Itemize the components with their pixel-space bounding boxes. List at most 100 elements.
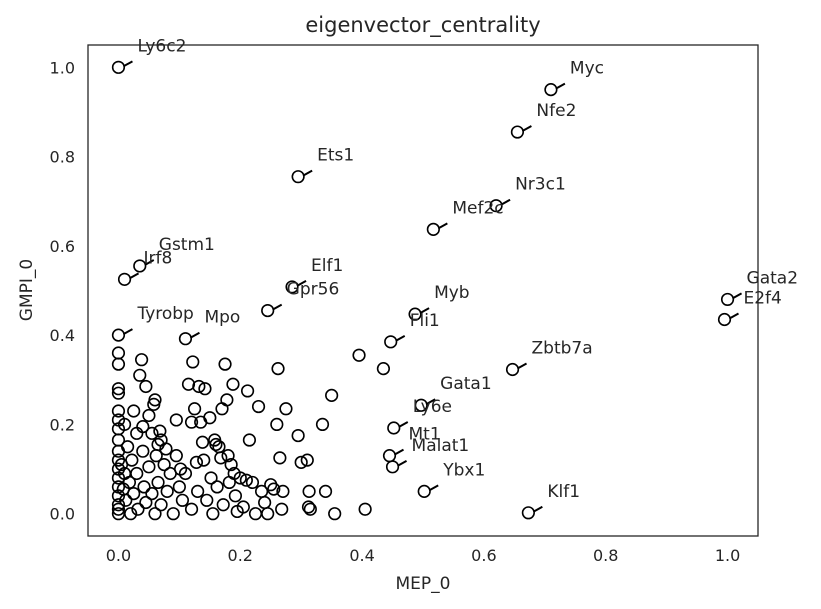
- label-leader-line: [395, 334, 406, 342]
- labeled-data-point: [521, 506, 535, 520]
- point-label: Elf1: [311, 256, 343, 276]
- data-point: [192, 379, 206, 394]
- data-point: [145, 426, 159, 440]
- data-point: [226, 377, 240, 391]
- labeled-data-point: [414, 398, 428, 412]
- data-point: [258, 495, 272, 510]
- data-point: [261, 507, 275, 521]
- data-point: [120, 440, 135, 454]
- data-point: [236, 500, 250, 514]
- label-leader-line: [397, 459, 408, 467]
- data-point: [169, 449, 183, 463]
- data-point: [271, 362, 285, 376]
- data-point: [197, 453, 211, 467]
- data-point: [303, 502, 317, 516]
- y-tick-label: 1.0: [50, 58, 75, 77]
- data-point: [122, 475, 137, 490]
- data-point: [172, 480, 186, 494]
- data-point: [178, 466, 193, 481]
- data-point: [251, 399, 266, 414]
- labeled-data-point: [387, 421, 401, 435]
- data-point: [142, 460, 156, 474]
- x-axis-label: MEP_0: [396, 574, 451, 594]
- data-point: [184, 415, 199, 429]
- data-point: [184, 502, 199, 516]
- data-point: [160, 484, 174, 498]
- data-point: [169, 413, 183, 427]
- label-leader-line: [419, 307, 430, 315]
- data-point: [117, 417, 132, 432]
- point-label: Klf1: [547, 482, 580, 502]
- data-point: [189, 455, 204, 469]
- y-tick-label: 0.0: [50, 505, 75, 524]
- point-label: Gstm1: [159, 235, 215, 255]
- data-point: [318, 484, 333, 498]
- label-leader-line: [272, 303, 283, 311]
- x-tick-label: 0.2: [228, 546, 253, 565]
- data-point: [133, 368, 147, 382]
- labeled-data-point: [111, 328, 126, 342]
- data-point: [127, 404, 141, 418]
- x-tick-label: 1.0: [715, 546, 740, 565]
- data-point: [124, 507, 138, 521]
- x-tick-label: 0.0: [106, 546, 131, 565]
- data-point: [214, 451, 228, 465]
- labeled-data-point: [408, 307, 422, 321]
- data-point: [195, 435, 210, 449]
- plot-frame: [87, 44, 759, 537]
- point-label: Ets1: [317, 146, 354, 166]
- data-point: [142, 408, 156, 423]
- data-point: [228, 489, 242, 503]
- data-point: [111, 382, 126, 396]
- labeled-data-point: [291, 170, 305, 184]
- label-leader-line: [144, 259, 155, 266]
- data-point: [222, 475, 236, 490]
- label-leader-line: [129, 272, 140, 280]
- data-point: [216, 498, 230, 512]
- point-label: Tyrobp: [136, 304, 193, 324]
- label-leader-line: [729, 312, 739, 320]
- data-point: [273, 451, 287, 465]
- x-tick-label: 0.6: [471, 546, 496, 565]
- point-label: Myb: [434, 283, 470, 303]
- data-point: [159, 442, 173, 456]
- point-label: Mpo: [204, 308, 240, 328]
- data-point: [328, 507, 342, 521]
- data-point: [270, 417, 284, 432]
- point-label: E2f4: [744, 289, 782, 309]
- label-leader-line: [521, 125, 532, 132]
- data-point: [204, 471, 218, 485]
- data-point: [302, 484, 316, 498]
- labeled-data-point: [261, 303, 275, 318]
- data-point: [210, 480, 224, 494]
- point-label: Gpr56: [287, 280, 340, 300]
- labeled-data-point: [417, 484, 431, 498]
- label-leader-line: [555, 82, 566, 90]
- data-point: [215, 402, 229, 416]
- data-point: [221, 449, 235, 463]
- data-point: [131, 502, 145, 516]
- label-leader-line: [189, 331, 200, 339]
- label-leader-line: [425, 398, 436, 406]
- labeled-data-point: [133, 259, 147, 273]
- label-leader-line: [394, 448, 404, 456]
- label-leader-line: [302, 169, 313, 177]
- data-point: [157, 457, 171, 472]
- data-point: [135, 353, 149, 367]
- data-point: [220, 393, 234, 407]
- data-point: [275, 502, 289, 516]
- data-point: [187, 402, 202, 416]
- data-point: [153, 424, 167, 438]
- labeled-data-point: [117, 272, 132, 286]
- data-point: [127, 486, 141, 501]
- data-point: [315, 417, 330, 432]
- data-point: [145, 486, 159, 501]
- x-ticks: 0.0 0.2 0.4 0.6 0.8 1.0: [106, 546, 741, 565]
- point-label: Malat1: [412, 436, 470, 456]
- label-leader-line: [398, 421, 409, 428]
- labeled-data-point: [489, 199, 503, 213]
- data-point: [166, 507, 180, 521]
- data-point: [148, 393, 162, 407]
